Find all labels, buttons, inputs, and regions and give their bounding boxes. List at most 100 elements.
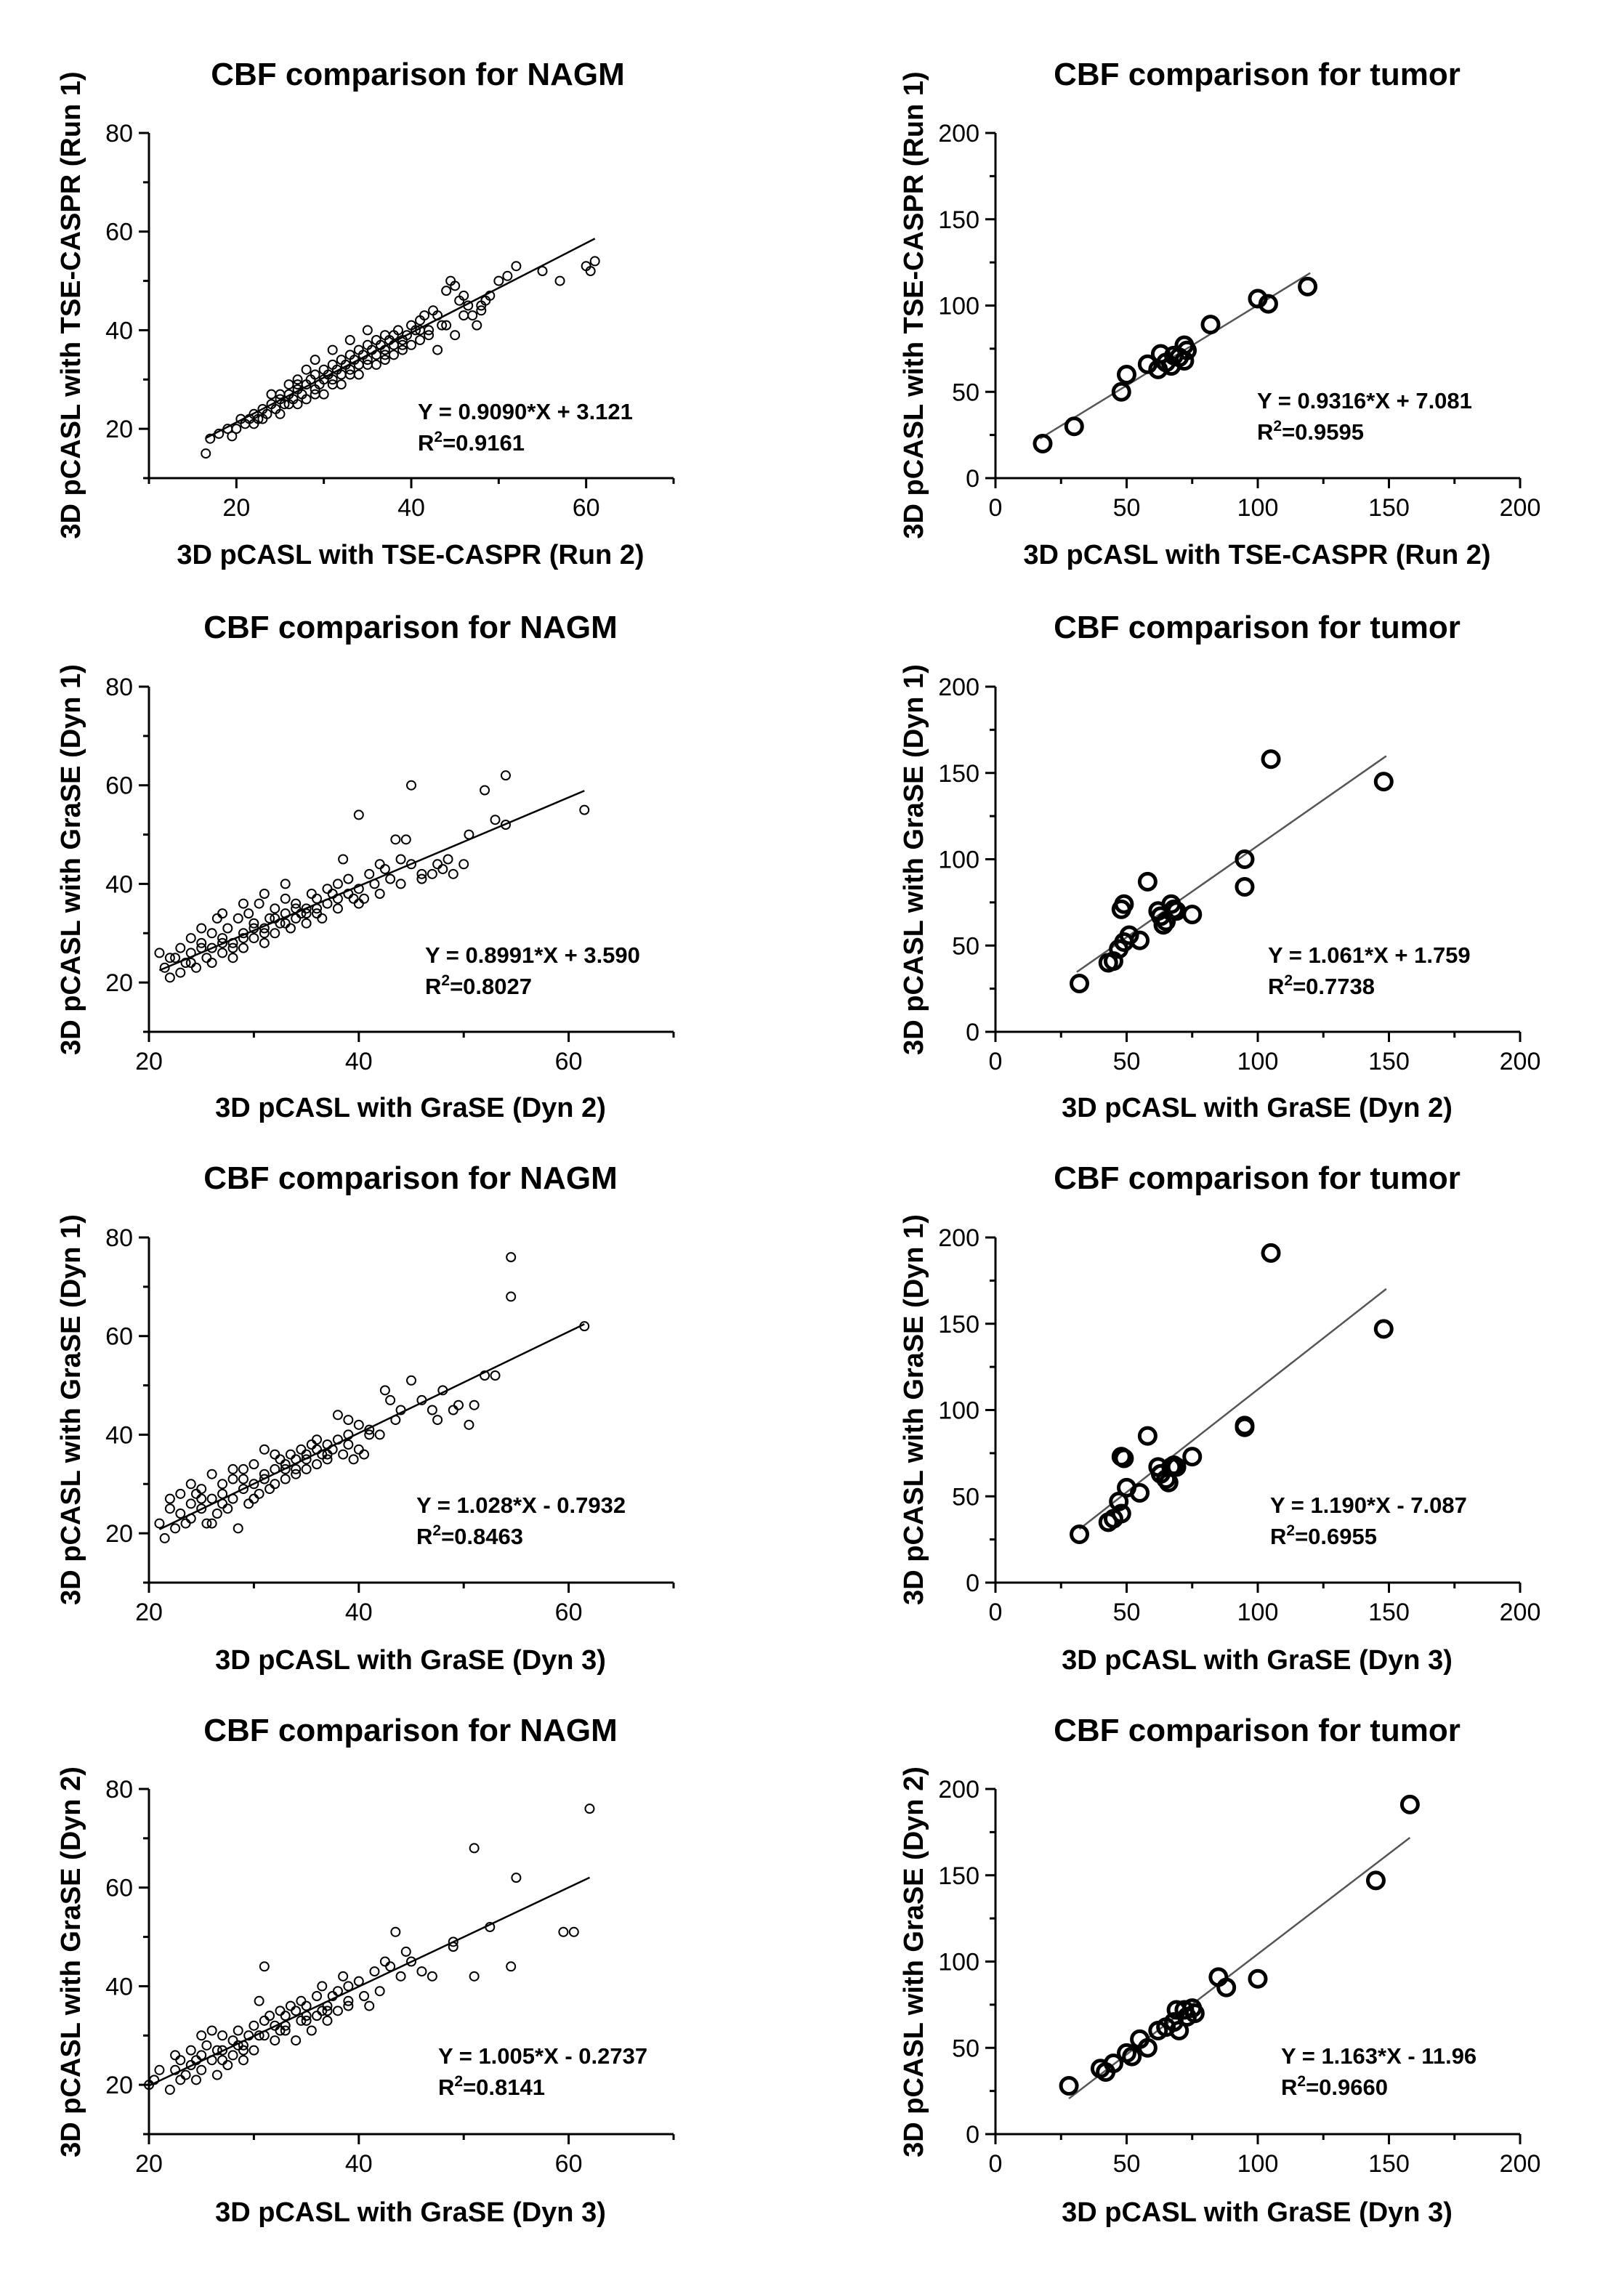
x-tick-label: 20 xyxy=(135,1048,163,1075)
data-point xyxy=(450,330,461,341)
data-point xyxy=(185,1513,196,1524)
data-point xyxy=(227,937,238,948)
data-point xyxy=(441,286,452,296)
data-point xyxy=(448,1936,458,1947)
data-point xyxy=(1122,2046,1142,2067)
data-point xyxy=(185,933,196,944)
data-point xyxy=(206,958,217,968)
data-point xyxy=(280,1474,291,1485)
data-point xyxy=(485,290,496,301)
y-tick-label: 0 xyxy=(966,465,979,493)
data-point xyxy=(1399,1794,1420,1814)
data-point xyxy=(1130,1483,1150,1503)
r-squared-superscript: 2 xyxy=(1284,972,1293,989)
data-point xyxy=(217,933,228,944)
data-point xyxy=(359,1449,370,1460)
data-point xyxy=(432,310,443,321)
r-squared-value: =0.8141 xyxy=(463,2075,545,2100)
data-point xyxy=(275,1454,286,1465)
data-point xyxy=(301,1454,312,1465)
y-tick-label: 20 xyxy=(105,1520,133,1548)
data-point xyxy=(254,898,264,909)
r-squared: R2=0.8027 xyxy=(425,972,532,999)
data-point xyxy=(196,923,207,934)
data-point xyxy=(1059,2076,1079,2096)
data-point xyxy=(537,266,548,276)
x-tick-label: 20 xyxy=(135,2150,163,2178)
data-point xyxy=(312,1991,323,2001)
data-point xyxy=(450,280,461,291)
r-squared: R2=0.6955 xyxy=(1270,1522,1377,1549)
data-point xyxy=(301,1449,312,1460)
data-point xyxy=(301,908,312,919)
data-point xyxy=(1117,365,1136,384)
data-point xyxy=(397,344,408,355)
r-squared: R2=0.8141 xyxy=(438,2073,545,2100)
x-tick-label: 0 xyxy=(989,2150,1003,2178)
x-tick-label: 60 xyxy=(555,2150,583,2178)
data-point xyxy=(343,1995,354,2006)
x-tick-label: 150 xyxy=(1368,1048,1410,1075)
data-point xyxy=(285,2000,296,2011)
data-point xyxy=(217,2045,228,2056)
fit-equation: Y = 1.163*X - 11.96 xyxy=(1281,2043,1476,2069)
fit-equation: Y = 1.005*X - 0.2737 xyxy=(438,2043,647,2069)
r-squared-prefix: R xyxy=(438,2075,454,2100)
data-point xyxy=(217,2030,228,2041)
data-point xyxy=(227,1463,238,1474)
regression-line xyxy=(1078,1288,1387,1530)
y-tick-label: 80 xyxy=(105,1776,133,1804)
data-point xyxy=(369,879,380,889)
data-point xyxy=(448,868,458,879)
data-point xyxy=(301,2000,312,2011)
data-point xyxy=(283,379,294,390)
data-point xyxy=(291,1469,302,1479)
y-tick-label: 150 xyxy=(938,1311,979,1338)
data-point xyxy=(175,1488,186,1499)
x-axis-label: 3D pCASL with GraSE (Dyn 2) xyxy=(1062,1093,1453,1123)
data-point xyxy=(291,1463,302,1474)
data-point xyxy=(348,893,359,904)
data-point xyxy=(291,2006,302,2016)
y-tick-label: 0 xyxy=(966,2121,979,2149)
fit-equation: Y = 1.028*X - 0.7932 xyxy=(416,1493,626,1518)
data-point xyxy=(175,942,186,953)
data-point xyxy=(211,2045,222,2056)
data-point xyxy=(301,903,312,914)
r-squared-value: =0.7738 xyxy=(1293,974,1375,999)
data-point xyxy=(301,918,312,929)
data-point xyxy=(231,424,242,435)
data-point xyxy=(463,300,474,311)
data-point xyxy=(259,2015,270,2026)
r-squared-superscript: 2 xyxy=(1286,1522,1295,1539)
panel-nagm-dyn1-dyn2: CBF comparison for NAGM 3D pCASL with Gra… xyxy=(56,610,675,1123)
data-point xyxy=(406,1375,416,1386)
x-tick-label: 60 xyxy=(555,1599,583,1626)
data-point xyxy=(227,942,238,953)
y-tick-label: 100 xyxy=(938,1397,979,1425)
data-point xyxy=(1137,1426,1158,1446)
data-point xyxy=(211,2069,222,2080)
data-point xyxy=(332,2006,343,2016)
regression-line xyxy=(1039,272,1311,440)
data-point xyxy=(353,898,364,909)
data-point xyxy=(353,369,364,380)
data-point xyxy=(243,1498,254,1509)
data-point xyxy=(292,374,303,385)
data-point xyxy=(180,958,191,968)
x-tick-label: 100 xyxy=(1237,494,1279,522)
y-tick-label: 40 xyxy=(105,1421,133,1449)
y-tick-label: 80 xyxy=(105,120,133,148)
data-point xyxy=(1177,340,1197,360)
y-tick-label: 80 xyxy=(105,674,133,701)
y-axis-label: 3D pCASL with GraSE (Dyn 2) xyxy=(899,1766,929,2157)
data-point xyxy=(196,1484,207,1495)
data-point xyxy=(448,1405,458,1415)
data-point xyxy=(464,1419,474,1430)
data-point xyxy=(235,413,246,424)
data-point xyxy=(511,1873,522,1883)
data-point xyxy=(406,780,416,791)
data-point xyxy=(379,864,390,875)
data-point xyxy=(1137,871,1158,892)
